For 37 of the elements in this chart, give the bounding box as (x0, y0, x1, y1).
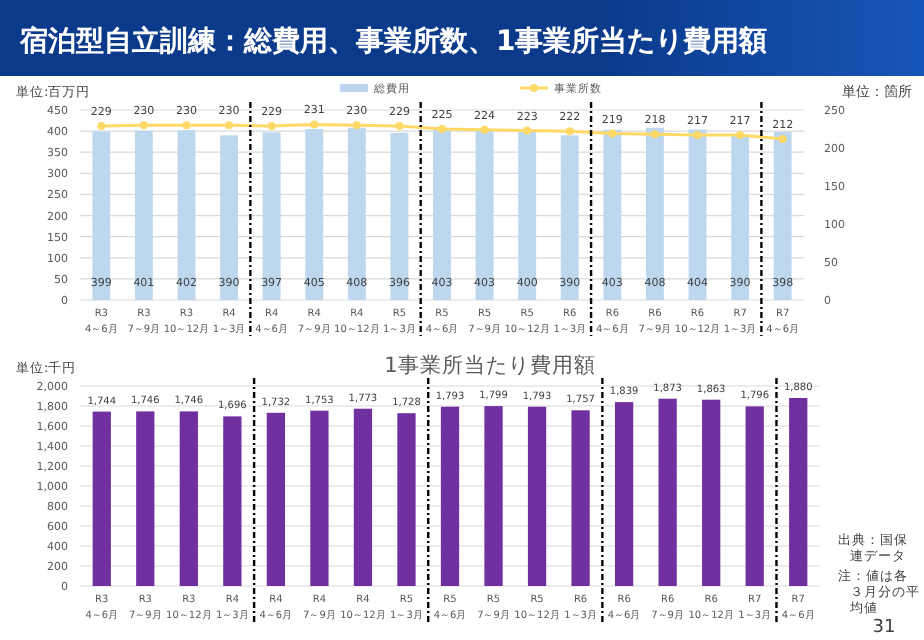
bar (571, 410, 590, 586)
bar (397, 413, 416, 586)
point (225, 121, 234, 130)
point (395, 121, 404, 130)
bar (266, 412, 286, 586)
bar (484, 406, 503, 586)
bar (745, 406, 764, 586)
point (139, 121, 148, 130)
bar (179, 411, 198, 586)
bar (92, 411, 111, 586)
point (480, 125, 489, 134)
point (608, 129, 617, 138)
point (778, 134, 787, 143)
point (182, 121, 191, 130)
point (352, 121, 361, 130)
bar (353, 408, 373, 586)
point (523, 126, 532, 135)
chart-title: 宿泊型自立訓練：総費用、事業所数、1事業所当たり費用額 (18, 24, 768, 58)
point (438, 125, 446, 133)
bar (702, 399, 721, 586)
point (736, 131, 745, 140)
bar (440, 406, 460, 586)
point (267, 121, 276, 130)
point (310, 120, 319, 129)
point (650, 130, 659, 139)
bar (527, 406, 547, 586)
text: 31 (872, 618, 896, 638)
bar (136, 411, 155, 586)
bar (223, 416, 242, 586)
bar (310, 410, 329, 586)
bar (789, 398, 808, 586)
point (693, 131, 702, 140)
bar (614, 402, 634, 586)
chart-title: 1事業所当たり費用額 (384, 352, 596, 378)
point (565, 127, 574, 136)
bar (658, 398, 677, 586)
point (97, 121, 106, 130)
